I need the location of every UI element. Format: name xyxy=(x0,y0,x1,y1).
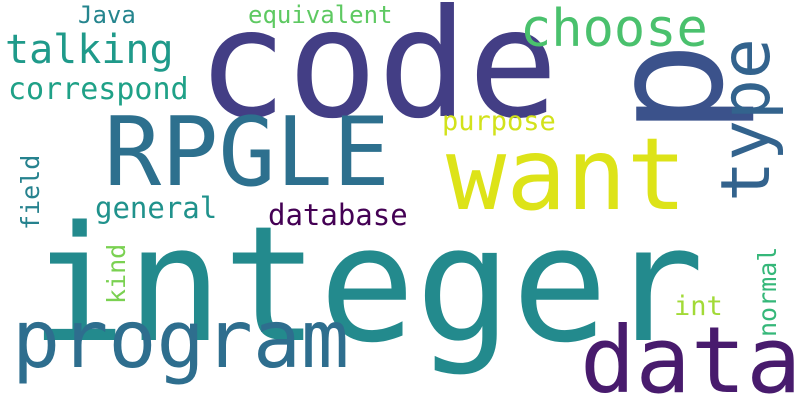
word-integer: integer xyxy=(30,191,705,378)
word-java: Java xyxy=(78,1,136,29)
word-field: field xyxy=(16,154,45,230)
word-talking: talking xyxy=(5,27,174,73)
word-equivalent: equivalent xyxy=(248,1,393,29)
word-want: want xyxy=(446,116,687,233)
word-kind: kind xyxy=(102,243,131,304)
word-purpose: purpose xyxy=(442,106,556,137)
word-choose: choose xyxy=(520,0,708,59)
word-normal: normal xyxy=(753,246,782,337)
word-code: code xyxy=(197,0,559,152)
word-data: data xyxy=(580,307,800,400)
word-general: general xyxy=(95,191,218,225)
word-correspond: correspond xyxy=(8,72,189,107)
word-program: program xyxy=(12,293,350,386)
word-rpgle: RPGLE xyxy=(104,98,390,208)
word-type: type xyxy=(707,38,786,202)
word-database: database xyxy=(268,198,408,232)
word-int: int xyxy=(674,291,723,322)
